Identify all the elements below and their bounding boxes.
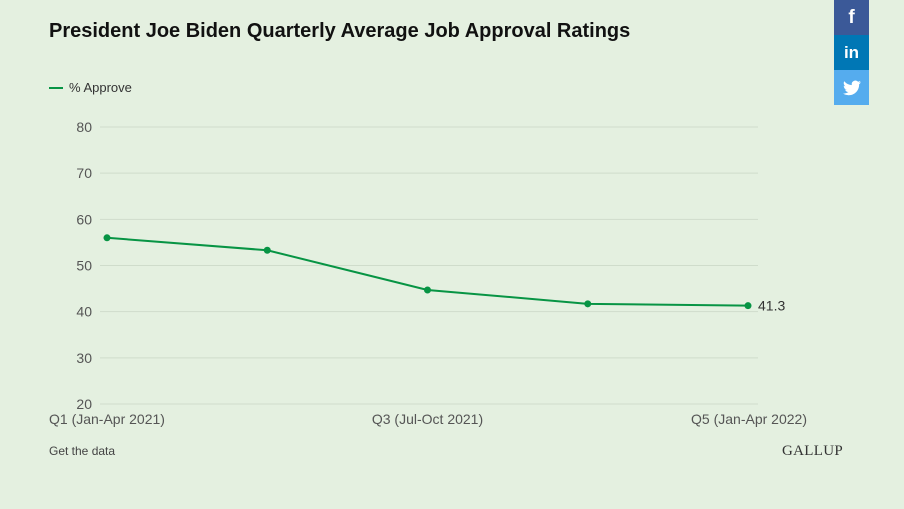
facebook-icon: f bbox=[848, 6, 855, 28]
linkedin-share-button[interactable]: in bbox=[834, 35, 869, 70]
twitter-icon bbox=[842, 80, 861, 95]
get-data-link[interactable]: Get the data bbox=[49, 444, 116, 458]
legend-swatch bbox=[49, 86, 63, 89]
data-label: 41.3 bbox=[758, 298, 785, 314]
y-tick-label: 20 bbox=[76, 396, 92, 412]
chart-title: President Joe Biden Quarterly Average Jo… bbox=[49, 20, 631, 42]
y-tick-label: 40 bbox=[76, 304, 92, 320]
data-point bbox=[103, 234, 111, 242]
twitter-share-button[interactable] bbox=[834, 70, 869, 105]
y-tick-label: 60 bbox=[76, 211, 92, 227]
series-line-approve bbox=[106, 236, 749, 307]
data-point bbox=[424, 286, 431, 294]
y-tick-label: 30 bbox=[76, 350, 92, 366]
y-tick-label: 70 bbox=[76, 165, 92, 181]
legend-label: % Approve bbox=[69, 80, 132, 95]
linkedin-icon: in bbox=[843, 42, 860, 62]
data-point bbox=[263, 246, 271, 254]
x-tick-label: Q1 (Jan-Apr 2021) bbox=[49, 411, 165, 427]
x-tick-label: Q3 (Jul-Oct 2021) bbox=[372, 411, 483, 427]
data-point bbox=[744, 302, 752, 310]
legend: % Approve bbox=[49, 80, 132, 95]
gallup-logo: GALLUP bbox=[782, 443, 843, 459]
data-point bbox=[584, 300, 592, 308]
facebook-share-button[interactable]: f bbox=[834, 0, 869, 35]
social-share-bar: f in bbox=[834, 0, 869, 105]
y-tick-label: 80 bbox=[76, 119, 92, 135]
y-tick-label: 50 bbox=[76, 258, 92, 274]
x-tick-label: Q5 (Jan-Apr 2022) bbox=[691, 411, 807, 427]
